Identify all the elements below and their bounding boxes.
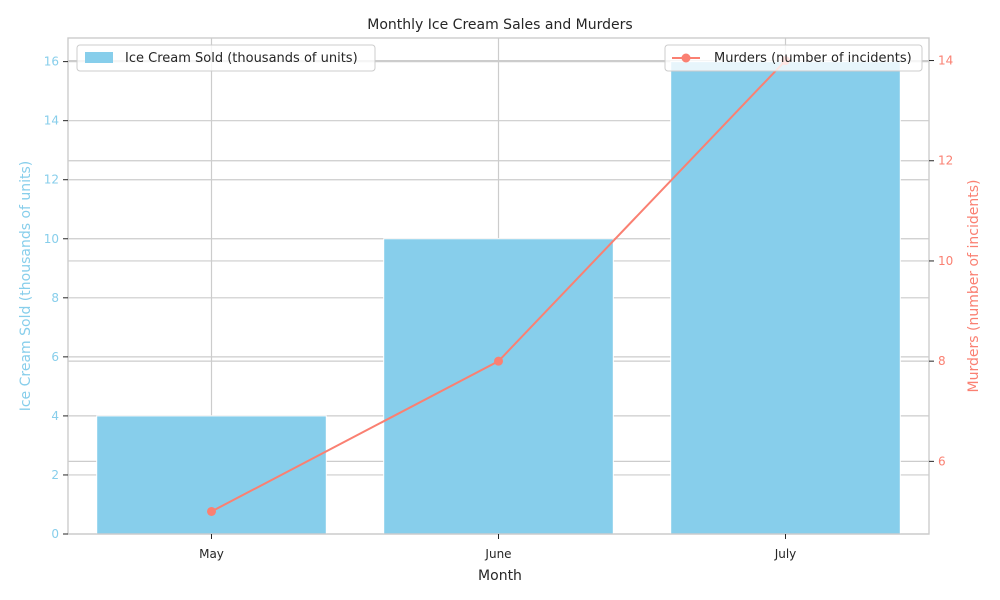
y-left-tick-label: 0 [51, 527, 59, 541]
axes-layer: 0 2 4 6 8 10 12 14 16 6 8 10 12 14 May June July [44, 37, 953, 561]
legend-layer: Ice Cream Sold (thousands of units) Murde… [76, 44, 923, 72]
x-tick-label: June [484, 547, 511, 561]
y-left-tick-label: 12 [44, 173, 59, 187]
x-tick-label: May [199, 547, 224, 561]
bar [670, 61, 901, 535]
legend-box [664, 44, 923, 72]
y-right-tick-label: 14 [938, 54, 953, 68]
legend-label: Murders (number of incidents) [714, 51, 912, 66]
bar [96, 415, 327, 535]
legend-ice-cream: Ice Cream Sold (thousands of units) [76, 44, 376, 72]
y-left-tick-label: 2 [51, 468, 59, 482]
bars-layer [96, 61, 901, 535]
y-left-tick-label: 10 [44, 232, 59, 246]
y-right-tick-label: 12 [938, 154, 953, 168]
legend-swatch-bar [85, 52, 113, 63]
legend-murders: Murders (number of incidents) [664, 44, 923, 72]
bar [383, 238, 614, 535]
y-right-tick-label: 8 [938, 354, 946, 368]
legend-swatch-marker [681, 53, 691, 63]
y-left-axis-label: Ice Cream Sold (thousands of units) [18, 161, 34, 412]
legend-label: Ice Cream Sold (thousands of units) [125, 51, 358, 66]
chart-title: Monthly Ice Cream Sales and Murders [367, 17, 632, 33]
y-left-tick-label: 16 [44, 55, 59, 69]
y-left-tick-label: 8 [51, 291, 59, 305]
x-tick-label: July [774, 547, 797, 561]
x-axis-label: Month [478, 568, 522, 584]
legend-box [76, 44, 376, 72]
line-point [494, 356, 503, 366]
y-left-tick-label: 14 [44, 114, 59, 128]
y-right-tick-label: 10 [938, 254, 953, 268]
line-point [207, 506, 216, 516]
y-left-tick-label: 4 [51, 409, 59, 423]
y-right-tick-label: 6 [938, 454, 946, 468]
y-right-axis-label: Murders (number of incidents) [966, 180, 982, 393]
y-left-tick-label: 6 [51, 350, 59, 364]
